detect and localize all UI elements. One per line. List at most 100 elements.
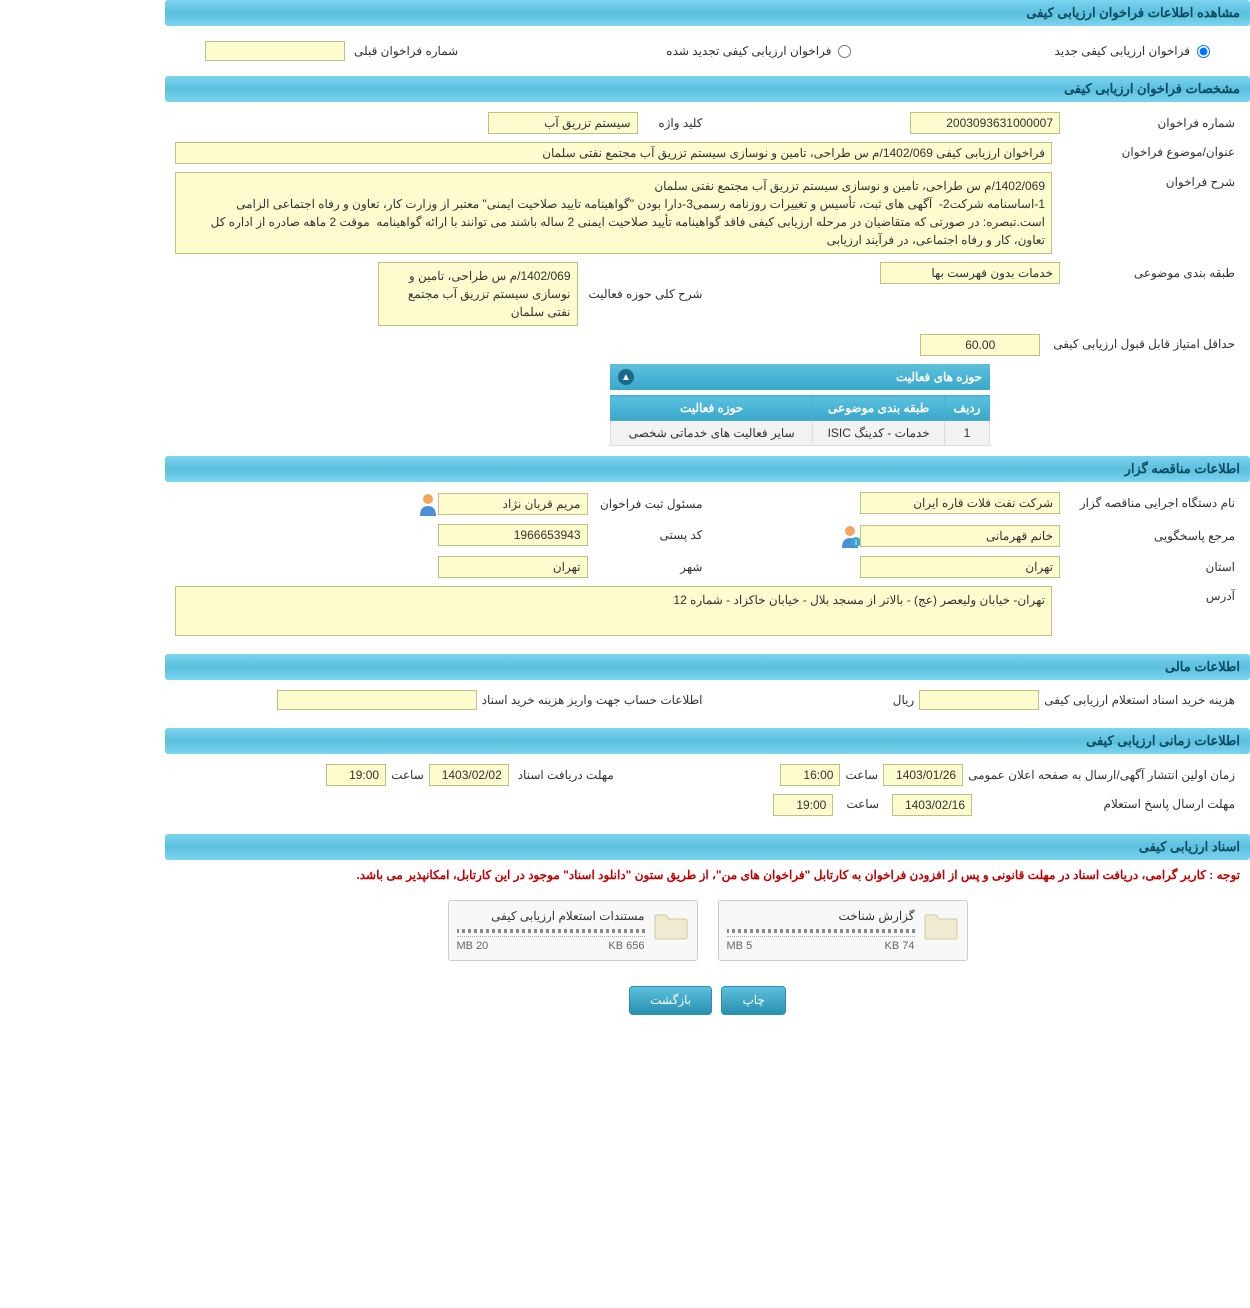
- timing-header-text: اطلاعات زمانی ارزیابی کیفی: [1086, 733, 1240, 748]
- radio-renew-option[interactable]: فراخوان ارزیابی کیفی تجدید شده: [666, 44, 851, 58]
- docs-header-text: اسناد ارزیابی کیفی: [1139, 839, 1240, 854]
- radio-new-option[interactable]: فراخوان ارزیابی کیفی جدید: [1055, 44, 1210, 58]
- province-field: تهران: [860, 556, 1060, 578]
- financial-body: هزینه خرید اسناد استعلام ارزیابی کیفی ری…: [165, 680, 1250, 728]
- response-time-field: 19:00: [773, 794, 833, 816]
- city-label: شهر: [588, 557, 708, 577]
- receive-time-field: 19:00: [326, 764, 386, 786]
- doc2-size: 656 KB: [608, 940, 644, 952]
- activity-table: ردیف طبقه بندی موضوعی حوزه فعالیت 1 خدما…: [610, 395, 990, 446]
- folder-icon: [653, 909, 689, 941]
- specs-header-text: مشخصات فراخوان ارزیابی کیفی: [1064, 81, 1240, 96]
- timing-header: اطلاعات زمانی ارزیابی کیفی: [165, 728, 1250, 754]
- org-header-text: اطلاعات مناقصه گزار: [1125, 461, 1240, 476]
- response-time-label: ساعت: [841, 794, 884, 814]
- progress-dots: [457, 929, 645, 933]
- response-date-field: 1403/02/16: [892, 794, 972, 816]
- back-button[interactable]: بازگشت: [629, 986, 712, 1015]
- account-field: [277, 690, 477, 710]
- responder-field: خانم قهرمانی: [860, 525, 1060, 547]
- postal-label: کد پستی: [588, 525, 708, 545]
- scope-field: 1402/069/م س طراحی، تامین و نوسازی سیستم…: [378, 262, 578, 326]
- folder-icon: [923, 909, 959, 941]
- title-label: عنوان/موضوع فراخوان: [1060, 142, 1240, 162]
- prev-number-label: شماره فراخوان قبلی: [349, 41, 463, 61]
- button-bar: چاپ بازگشت: [165, 971, 1250, 1030]
- radio-renew[interactable]: [838, 45, 851, 58]
- account-label: اطلاعات حساب جهت واریز هزینه خرید اسناد: [477, 690, 708, 710]
- publish-time-field: 16:00: [780, 764, 840, 786]
- number-label: شماره فراخوان: [1060, 113, 1240, 133]
- main-header-text: مشاهده اطلاعات فراخوان ارزیابی کیفی: [1026, 5, 1240, 20]
- radio-renew-label: فراخوان ارزیابی کیفی تجدید شده: [666, 44, 831, 58]
- minscore-label: حداقل امتیاز قابل قبول ارزیابی کیفی: [1048, 334, 1240, 354]
- category-label: طبقه بندی موضوعی: [1060, 263, 1240, 283]
- activity-title: حوزه های فعالیت: [896, 370, 982, 384]
- city-field: تهران: [438, 556, 588, 578]
- main-header: مشاهده اطلاعات فراخوان ارزیابی کیفی: [165, 0, 1250, 26]
- print-button[interactable]: چاپ: [721, 986, 785, 1015]
- currency-label: ریال: [888, 690, 920, 710]
- cell-act: سایر فعالیت های خدماتی شخصی: [611, 421, 813, 446]
- scope-label: شرح کلی حوزه فعالیت: [578, 284, 708, 304]
- address-label: آدرس: [1060, 586, 1240, 606]
- doc2-limit: 20 MB: [457, 940, 489, 952]
- collapse-icon[interactable]: ▲: [618, 369, 634, 385]
- desc-field: 1402/069/م س طراحی، تامین و نوسازی سیستم…: [175, 172, 1052, 254]
- category-field: خدمات بدون فهرست بها: [880, 262, 1060, 284]
- registrar-label: مسئول ثبت فراخوان: [588, 494, 708, 514]
- svg-text:i: i: [855, 538, 857, 547]
- cell-n: 1: [945, 421, 990, 446]
- postal-field: 1966653943: [438, 524, 588, 546]
- docs-body: توجه : کاربر گرامی، دریافت اسناد در مهلت…: [165, 860, 1250, 971]
- keyword-field: سیستم تزریق آب: [488, 112, 638, 134]
- receive-date-field: 1403/02/02: [429, 764, 509, 786]
- th-row: ردیف: [945, 396, 990, 421]
- docs-header: اسناد ارزیابی کیفی: [165, 834, 1250, 860]
- keyword-label: کلید واژه: [638, 113, 708, 133]
- th-category: طبقه بندی موضوعی: [813, 396, 945, 421]
- agency-label: نام دستگاه اجرایی مناقصه گزار: [1060, 493, 1240, 513]
- responder-label: مرجع پاسخگویی: [1060, 526, 1240, 546]
- doc-cards: گزارش شناخت 74 KB 5 MB مستندات استعلام ا…: [165, 890, 1250, 971]
- cost-label: هزینه خرید اسناد استعلام ارزیابی کیفی: [1039, 690, 1240, 710]
- doc1-size: 74 KB: [885, 940, 915, 952]
- notice-text: توجه : کاربر گرامی، دریافت اسناد در مهلت…: [165, 860, 1250, 890]
- prev-number-group: شماره فراخوان قبلی: [205, 41, 463, 61]
- user-icon: [418, 492, 438, 516]
- receive-time-label: ساعت: [386, 765, 429, 785]
- receive-label: مهلت دریافت اسناد: [509, 765, 619, 785]
- financial-header: اطلاعات مالی: [165, 654, 1250, 680]
- title-field: فراخوان ارزیابی کیفی 1402/069/م س طراحی،…: [175, 142, 1052, 164]
- user-info-icon[interactable]: i: [840, 524, 860, 548]
- doc1-title: گزارش شناخت: [727, 909, 915, 923]
- registrar-field: مریم قربان نژاد: [438, 493, 588, 515]
- timing-body: زمان اولین انتشار آگهی/ارسال به صفحه اعل…: [165, 754, 1250, 834]
- specs-body: شماره فراخوان 2003093631000007 کلید واژه…: [165, 102, 1250, 456]
- publish-label: زمان اولین انتشار آگهی/ارسال به صفحه اعل…: [963, 765, 1240, 785]
- cost-field: [919, 690, 1039, 710]
- desc-label: شرح فراخوان: [1060, 172, 1240, 192]
- doc2-title: مستندات استعلام ارزیابی کیفی: [457, 909, 645, 923]
- financial-header-text: اطلاعات مالی: [1165, 659, 1240, 674]
- response-label: مهلت ارسال پاسخ استعلام: [980, 794, 1240, 814]
- org-header: اطلاعات مناقصه گزار: [165, 456, 1250, 482]
- table-row: 1 خدمات - کدینگ ISIC سایر فعالیت های خدم…: [611, 421, 990, 446]
- agency-field: شرکت نفت فلات قاره ایران: [860, 492, 1060, 514]
- address-field: تهران- خیابان ولیعصر (عج) - بالاتر از مس…: [175, 586, 1052, 636]
- doc-card-1[interactable]: گزارش شناخت 74 KB 5 MB: [718, 900, 968, 961]
- publish-time-label: ساعت: [840, 765, 883, 785]
- minscore-field: 60.00: [920, 334, 1040, 356]
- doc-card-2[interactable]: مستندات استعلام ارزیابی کیفی 656 KB 20 M…: [448, 900, 698, 961]
- specs-header: مشخصات فراخوان ارزیابی کیفی: [165, 76, 1250, 102]
- progress-dots: [727, 929, 915, 933]
- activity-caption: حوزه های فعالیت ▲: [610, 364, 990, 390]
- publish-date-field: 1403/01/26: [883, 764, 963, 786]
- prev-number-field: [205, 41, 345, 61]
- number-field: 2003093631000007: [910, 112, 1060, 134]
- org-body: نام دستگاه اجرایی مناقصه گزار شرکت نفت ف…: [165, 482, 1250, 654]
- radio-new[interactable]: [1197, 45, 1210, 58]
- cell-cat: خدمات - کدینگ ISIC: [813, 421, 945, 446]
- doc1-limit: 5 MB: [727, 940, 753, 952]
- th-activity: حوزه فعالیت: [611, 396, 813, 421]
